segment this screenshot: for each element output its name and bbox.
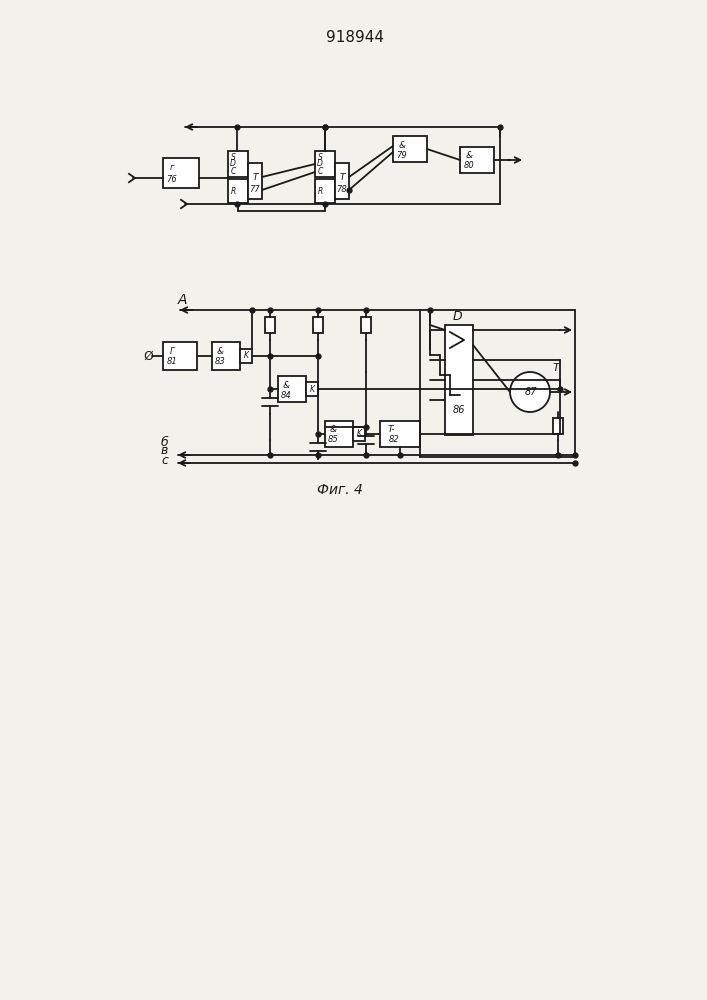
- Bar: [163, 158, 199, 188]
- Text: T: T: [252, 172, 258, 182]
- Bar: [240, 349, 252, 363]
- Text: 918944: 918944: [326, 29, 384, 44]
- Bar: [228, 151, 248, 177]
- Text: 85: 85: [327, 436, 339, 444]
- Bar: [248, 163, 262, 199]
- Text: 83: 83: [215, 358, 226, 366]
- Text: &: &: [216, 347, 223, 356]
- Bar: [315, 151, 335, 177]
- Bar: [228, 179, 248, 203]
- Bar: [163, 342, 197, 370]
- Text: T-: T-: [387, 426, 395, 434]
- Bar: [460, 147, 494, 173]
- Text: 82: 82: [389, 436, 399, 444]
- Text: &: &: [399, 140, 406, 149]
- Bar: [361, 317, 371, 333]
- Bar: [393, 136, 427, 162]
- Bar: [212, 342, 240, 370]
- Text: A: A: [178, 293, 187, 307]
- Bar: [553, 418, 563, 434]
- Text: D: D: [230, 159, 236, 168]
- Text: R: R: [230, 186, 235, 196]
- Text: T: T: [553, 363, 559, 373]
- Text: C: C: [317, 167, 322, 176]
- Circle shape: [510, 372, 550, 412]
- Text: S: S: [230, 152, 235, 161]
- Text: D: D: [452, 310, 462, 322]
- Text: в: в: [160, 444, 168, 456]
- Text: 80: 80: [464, 161, 474, 170]
- Bar: [335, 163, 349, 199]
- Text: 81: 81: [167, 358, 177, 366]
- Text: б: б: [160, 436, 168, 450]
- Text: C: C: [230, 167, 235, 176]
- Text: &: &: [329, 426, 337, 434]
- Text: Фиг. 4: Фиг. 4: [317, 483, 363, 497]
- Bar: [353, 427, 365, 441]
- Text: 76: 76: [167, 174, 177, 184]
- Text: 86: 86: [452, 405, 465, 415]
- Text: 78: 78: [337, 186, 347, 194]
- Bar: [315, 179, 335, 203]
- Text: с: с: [161, 454, 168, 466]
- Bar: [313, 317, 323, 333]
- Text: K: K: [310, 384, 315, 393]
- Text: Γ: Γ: [170, 347, 175, 356]
- Text: г: г: [170, 163, 174, 172]
- Text: S: S: [317, 152, 322, 161]
- Bar: [325, 421, 353, 447]
- Bar: [445, 325, 473, 435]
- Bar: [306, 382, 318, 396]
- Bar: [380, 421, 420, 447]
- Text: R: R: [317, 186, 322, 196]
- Text: &: &: [283, 380, 289, 389]
- Bar: [278, 376, 306, 402]
- Text: K: K: [356, 430, 361, 438]
- Bar: [265, 317, 275, 333]
- Text: 77: 77: [250, 186, 260, 194]
- Text: 84: 84: [281, 390, 291, 399]
- Text: 87: 87: [525, 387, 537, 397]
- Text: K: K: [243, 352, 248, 360]
- Text: D: D: [317, 159, 323, 168]
- Text: T: T: [339, 172, 345, 182]
- Text: Ø: Ø: [143, 350, 153, 362]
- Text: &: &: [465, 151, 472, 160]
- Text: 79: 79: [397, 150, 407, 159]
